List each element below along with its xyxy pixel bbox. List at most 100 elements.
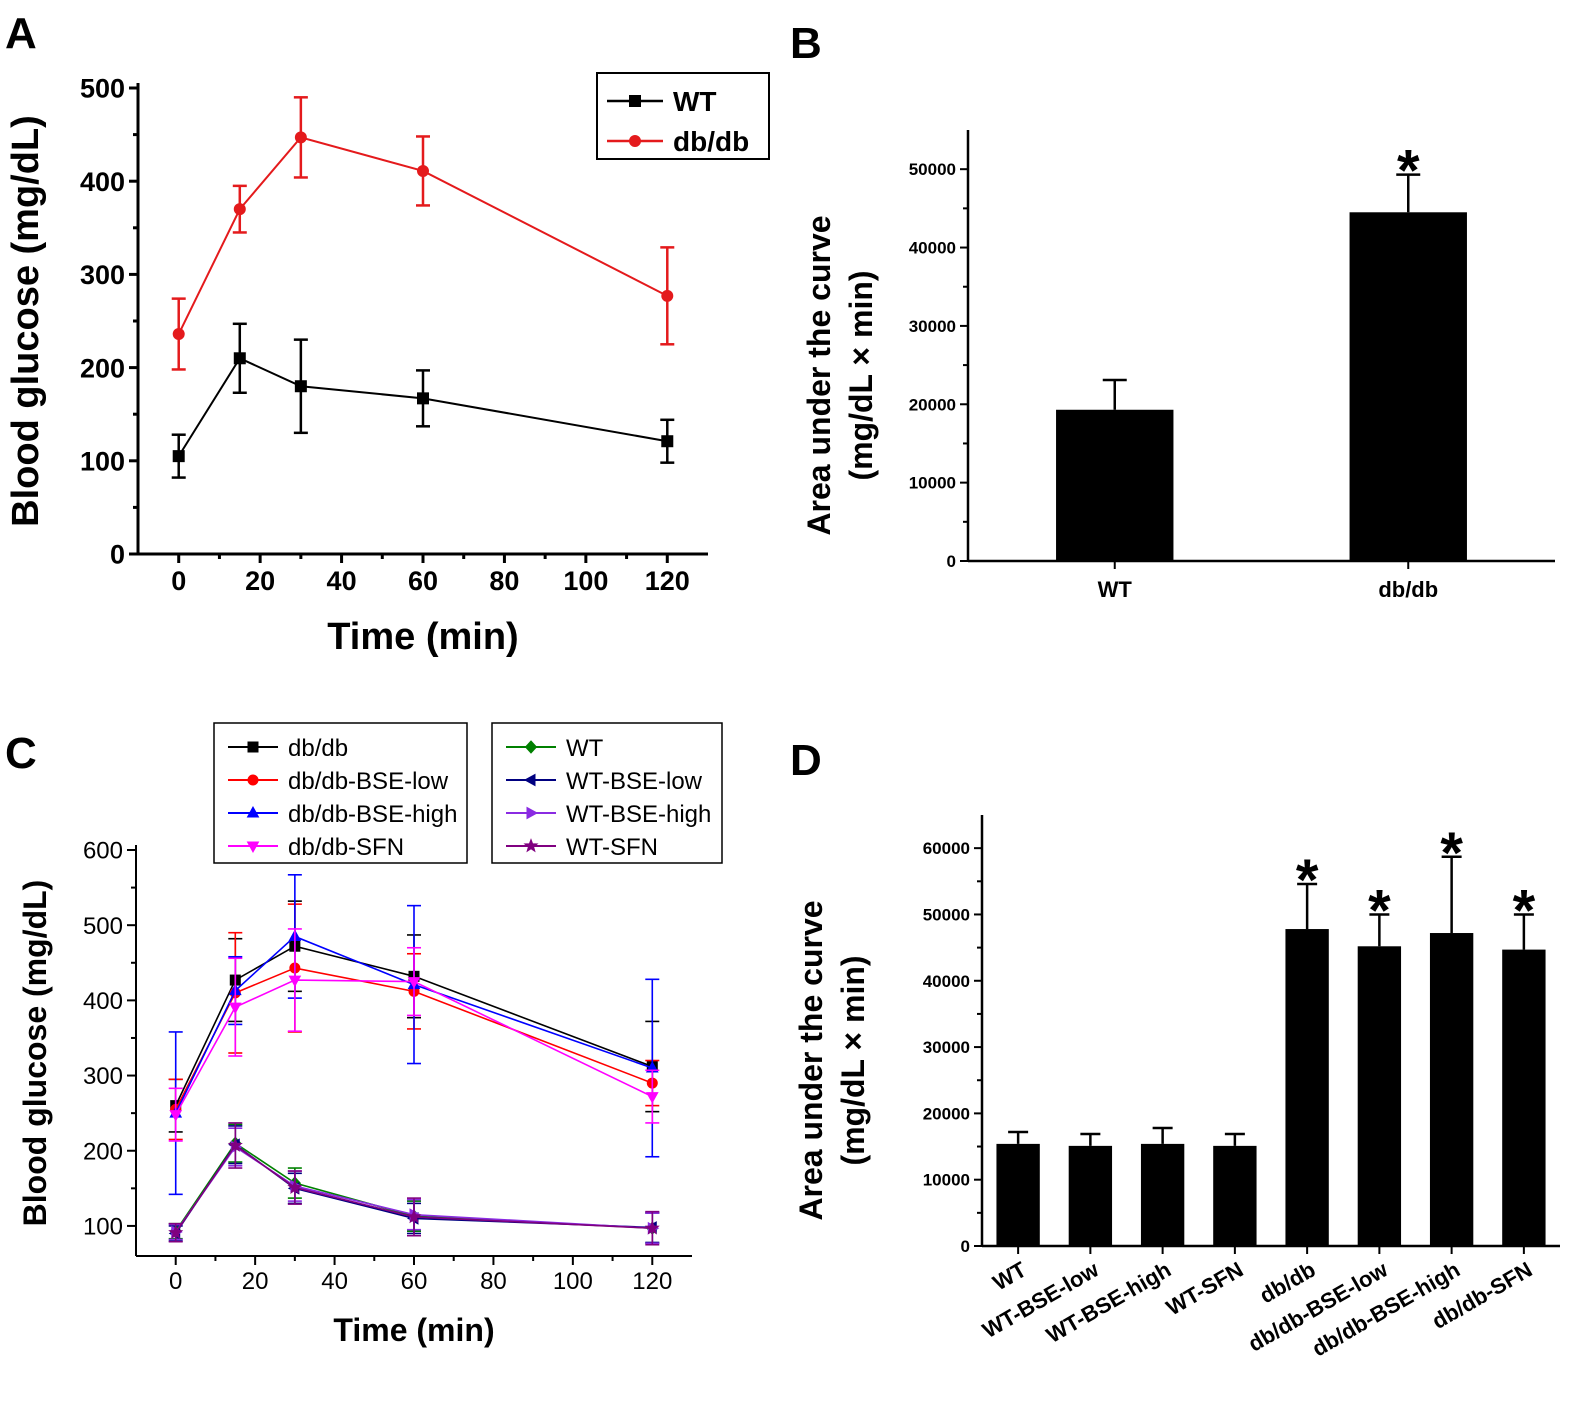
legend-label-wt-bse-low: WT-BSE-low bbox=[566, 768, 703, 795]
data-point-db-db bbox=[172, 328, 185, 341]
y-axis-title: Blood glucose (mg/dL) bbox=[17, 880, 53, 1227]
significance-star: * bbox=[1440, 821, 1463, 886]
panel-letter-a: A bbox=[5, 9, 37, 58]
data-point-wt bbox=[233, 352, 246, 365]
data-point-wt-sfn bbox=[168, 1224, 184, 1240]
x-tick-label: 120 bbox=[632, 1268, 672, 1295]
chart-d-auc-bars-treatments: 0 10000 20000 30000 40000 50000 60000 WT WT-BSE-… bbox=[793, 815, 1560, 1361]
y-axis-title-line2: (mg/dL × min) bbox=[843, 270, 879, 480]
legend-marker-wt bbox=[629, 95, 641, 107]
x-axis-title: Time (min) bbox=[327, 616, 518, 658]
y-tick-label: 30000 bbox=[923, 1038, 970, 1057]
x-tick-label: 100 bbox=[563, 566, 608, 596]
legend-marker-wt-sfn bbox=[523, 838, 539, 853]
legend-label-db-db-sfn: db/db-SFN bbox=[288, 834, 404, 861]
series-wt bbox=[171, 322, 675, 479]
data-point-db-db-sfn bbox=[645, 1092, 659, 1104]
legend-box bbox=[596, 72, 770, 160]
x-tick-label: 40 bbox=[321, 1268, 348, 1295]
x-axis-title: Time (min) bbox=[333, 1312, 494, 1348]
bar-db-db-bse-low bbox=[1357, 946, 1402, 1246]
data-point-db-db bbox=[661, 289, 674, 302]
y-axis-title: Blood glucose (mg/dL) bbox=[5, 115, 47, 527]
data-point-db-db-sfn bbox=[169, 1110, 183, 1122]
data-point-db-db bbox=[417, 164, 429, 177]
bar-wt-bse-high bbox=[1140, 1143, 1185, 1246]
data-point-wt-sfn bbox=[227, 1137, 243, 1152]
legend-label-db-db: db/db bbox=[288, 735, 348, 762]
legend-marker-db-db-sfn bbox=[246, 841, 260, 854]
category-label-wt-sfn: WT-SFN bbox=[1162, 1257, 1248, 1321]
legend-label-db-db: db/db bbox=[673, 126, 749, 157]
x-tick-label: 80 bbox=[480, 1268, 507, 1295]
y-tick-label: 10000 bbox=[909, 474, 956, 493]
panel-letter-b: B bbox=[790, 19, 822, 68]
y-tick-label: 300 bbox=[83, 1063, 123, 1090]
y-tick-label: 30000 bbox=[909, 317, 956, 336]
data-point-wt bbox=[172, 450, 185, 463]
bar-wt bbox=[1056, 409, 1174, 561]
bar-db-db bbox=[1349, 212, 1467, 562]
data-point-db-db-sfn bbox=[228, 1002, 242, 1015]
series-db-db-bse-high bbox=[168, 874, 660, 1196]
x-tick-label: 120 bbox=[645, 566, 690, 596]
y-tick-label: 200 bbox=[80, 353, 125, 383]
y-tick-label: 0 bbox=[110, 540, 125, 570]
y-axis-title-line1: Area under the curve bbox=[801, 215, 837, 535]
y-tick-label: 0 bbox=[947, 552, 956, 571]
y-axis-title-line2: (mg/dL × min) bbox=[835, 955, 871, 1165]
y-tick-label: 500 bbox=[83, 913, 123, 940]
bar-wt bbox=[996, 1143, 1040, 1246]
legend-marker-db-db-bse-low bbox=[247, 774, 259, 786]
y-tick-label: 40000 bbox=[923, 972, 970, 991]
y-tick-label: 400 bbox=[80, 167, 125, 197]
bar-wt-sfn bbox=[1213, 1145, 1257, 1246]
legend-label-db-db-bse-high: db/db-BSE-high bbox=[288, 801, 457, 828]
significance-star: * bbox=[1397, 139, 1420, 204]
legend-label-wt: WT bbox=[566, 735, 604, 762]
y-tick-label: 20000 bbox=[909, 395, 956, 414]
category-label-db-db: db/db bbox=[1378, 577, 1438, 602]
data-point-wt-sfn bbox=[287, 1179, 303, 1194]
legend-label-db-db-bse-low: db/db-BSE-low bbox=[288, 768, 449, 795]
legend-label-wt: WT bbox=[673, 86, 717, 117]
legend-marker-db-db bbox=[247, 741, 259, 753]
y-tick-label: 60000 bbox=[923, 839, 970, 858]
x-tick-label: 60 bbox=[408, 566, 438, 596]
legend-marker-db-db bbox=[629, 135, 641, 147]
y-tick-label: 50000 bbox=[923, 905, 970, 924]
data-point-wt-sfn bbox=[644, 1220, 660, 1235]
bar-wt-bse-low bbox=[1068, 1145, 1113, 1246]
legend-marker-wt bbox=[524, 740, 538, 754]
significance-star: * bbox=[1368, 878, 1391, 943]
category-label-wt: WT bbox=[989, 1256, 1032, 1295]
bar-db-db bbox=[1285, 929, 1329, 1246]
y-tick-label: 100 bbox=[80, 447, 125, 477]
legend-marker-wt-bse-high bbox=[526, 806, 539, 820]
legend-label-wt-bse-high: WT-BSE-high bbox=[566, 801, 711, 828]
y-tick-label: 0 bbox=[961, 1237, 970, 1256]
legend-marker-db-db-bse-high bbox=[246, 805, 260, 818]
y-tick-label: 300 bbox=[80, 260, 125, 290]
y-tick-label: 50000 bbox=[909, 160, 956, 179]
bar-db-db-bse-high bbox=[1429, 933, 1474, 1246]
x-tick-label: 40 bbox=[327, 566, 357, 596]
data-point-db-db-sfn bbox=[407, 977, 421, 989]
chart-a-glucose-tolerance: 0 100 200 300 400 500 0 20 40 60 80 100 120 Time (min… bbox=[5, 72, 770, 658]
y-axis-title-line1: Area under the curve bbox=[793, 900, 829, 1220]
series-db-db bbox=[171, 96, 675, 371]
data-point-wt bbox=[661, 435, 674, 448]
x-tick-label: 0 bbox=[169, 1268, 182, 1295]
y-tick-label: 600 bbox=[83, 838, 123, 865]
data-point-wt bbox=[417, 392, 429, 405]
data-point-db-db bbox=[233, 203, 246, 216]
bar-db-db-sfn bbox=[1502, 949, 1546, 1246]
y-tick-label: 40000 bbox=[909, 239, 956, 258]
y-tick-label: 100 bbox=[83, 1214, 123, 1241]
data-point-wt bbox=[294, 380, 307, 393]
x-tick-label: 20 bbox=[245, 566, 275, 596]
x-tick-label: 20 bbox=[242, 1268, 269, 1295]
y-tick-label: 400 bbox=[83, 988, 123, 1015]
x-tick-label: 0 bbox=[171, 566, 186, 596]
